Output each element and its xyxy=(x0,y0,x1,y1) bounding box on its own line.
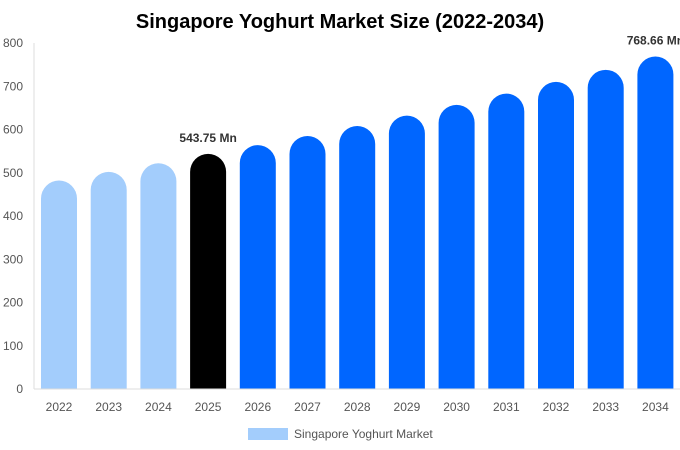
bar-2025[interactable] xyxy=(190,153,227,389)
legend-swatch[interactable] xyxy=(248,428,288,440)
y-tick-label: 200 xyxy=(3,296,23,310)
bar-2032[interactable] xyxy=(538,81,574,390)
bar-2027[interactable] xyxy=(289,135,326,389)
x-tick-label: 2028 xyxy=(344,400,371,414)
x-tick-label: 2033 xyxy=(592,400,619,414)
bar-2034[interactable] xyxy=(637,56,674,389)
bar-2029[interactable] xyxy=(388,115,425,389)
bar-2031[interactable] xyxy=(488,93,525,389)
x-tick-label: 2025 xyxy=(195,400,222,414)
y-tick-label: 500 xyxy=(3,166,23,180)
x-tick-label: 2022 xyxy=(46,400,73,414)
x-tick-label: 2027 xyxy=(294,400,321,414)
data-label: 543.75 Mn xyxy=(179,131,236,145)
bar-2022[interactable] xyxy=(41,180,77,389)
bar-2024[interactable] xyxy=(140,163,177,389)
x-tick-label: 2026 xyxy=(244,400,271,414)
data-label: 768.66 Mn xyxy=(627,34,680,48)
y-tick-label: 600 xyxy=(3,123,23,137)
x-tick-label: 2031 xyxy=(493,400,520,414)
y-tick-label: 0 xyxy=(16,382,23,396)
x-tick-label: 2023 xyxy=(95,400,122,414)
y-tick-label: 100 xyxy=(3,339,23,353)
y-tick-label: 800 xyxy=(3,36,23,50)
x-tick-label: 2029 xyxy=(394,400,421,414)
bar-2023[interactable] xyxy=(90,171,127,389)
legend-label[interactable]: Singapore Yoghurt Market xyxy=(294,427,433,441)
y-tick-label: 700 xyxy=(3,79,23,93)
x-tick-label: 2030 xyxy=(443,400,470,414)
y-tick-label: 300 xyxy=(3,252,23,266)
x-tick-label: 2024 xyxy=(145,400,172,414)
x-tick-label: 2034 xyxy=(642,400,669,414)
bar-2030[interactable] xyxy=(438,104,475,389)
chart-title: Singapore Yoghurt Market Size (2022-2034… xyxy=(136,11,544,33)
bar-2033[interactable] xyxy=(587,69,624,389)
bar-2026[interactable] xyxy=(239,145,276,389)
y-tick-label: 400 xyxy=(3,209,23,223)
x-tick-label: 2032 xyxy=(543,400,570,414)
bar-2028[interactable] xyxy=(339,126,376,390)
